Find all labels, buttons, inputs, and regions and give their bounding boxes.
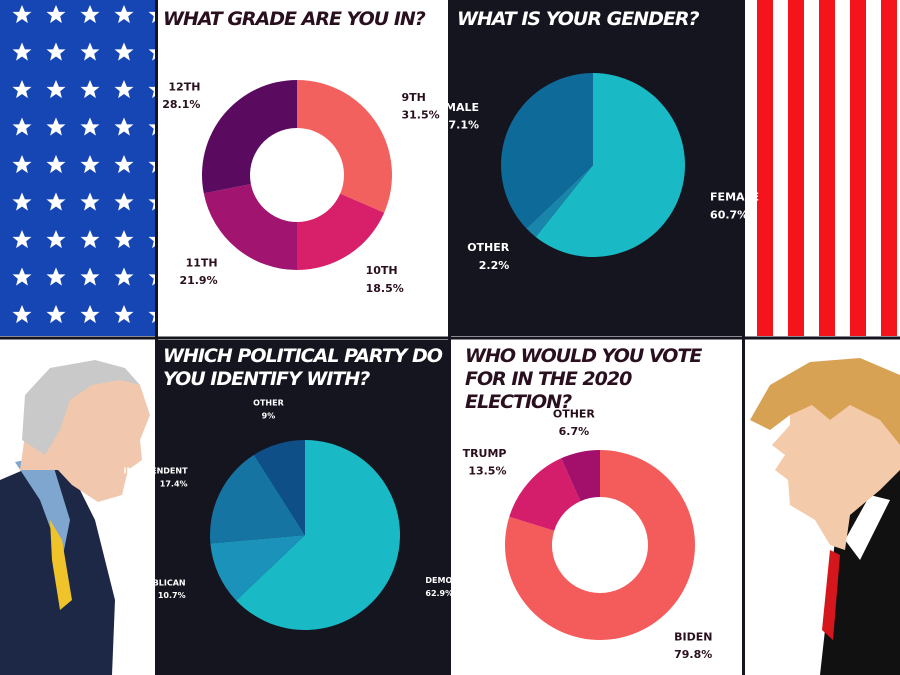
value-label: 13.5% bbox=[468, 464, 506, 477]
figure-left bbox=[0, 360, 150, 675]
slice bbox=[254, 440, 305, 535]
slice-label: INDEPENDENT bbox=[123, 466, 188, 475]
slice bbox=[297, 193, 385, 270]
slice-label: OTHER bbox=[553, 408, 596, 421]
chart-title: Which political party do you identify wi… bbox=[163, 345, 443, 390]
chart-title: What grade are you in? bbox=[163, 8, 426, 30]
slice bbox=[210, 535, 305, 601]
slice bbox=[535, 73, 686, 257]
slice-label: FEMALE bbox=[710, 191, 759, 204]
slice bbox=[501, 73, 593, 229]
slice-label: BIDEN bbox=[674, 630, 712, 643]
slice-label: DEMOCRAT bbox=[425, 576, 475, 585]
slice-label: 11TH bbox=[186, 256, 218, 269]
slice-label: OTHER bbox=[253, 399, 284, 408]
value-label: 60.7% bbox=[710, 208, 748, 221]
value-label: 37.1% bbox=[441, 118, 479, 131]
value-label: 9% bbox=[262, 412, 276, 421]
slice-label: 10TH bbox=[366, 264, 398, 277]
value-label: 79.8% bbox=[674, 648, 712, 661]
value-label: 18.5% bbox=[366, 282, 404, 295]
flag-stripes bbox=[745, 0, 900, 336]
slice bbox=[201, 80, 297, 194]
slice-label: 9TH bbox=[401, 91, 425, 104]
slice bbox=[561, 450, 600, 502]
slice bbox=[526, 165, 593, 237]
figure-right bbox=[750, 358, 900, 675]
value-label: 6.7% bbox=[559, 425, 590, 438]
slice-label: OTHER bbox=[467, 241, 510, 254]
chart-title: What is your gender? bbox=[457, 8, 699, 30]
value-label: 21.9% bbox=[179, 274, 217, 287]
slice-label: TRUMP bbox=[463, 447, 507, 460]
value-label: 2.2% bbox=[479, 259, 510, 272]
slice-label: MALE bbox=[445, 101, 479, 114]
stars bbox=[0, 0, 155, 336]
slice-label: REPUBLICAN bbox=[129, 578, 186, 587]
value-label: 10.7% bbox=[158, 591, 186, 600]
slice bbox=[297, 80, 392, 213]
value-label: 31.5% bbox=[401, 109, 439, 122]
value-label: 62.9% bbox=[425, 589, 453, 598]
slice bbox=[203, 184, 297, 270]
slice bbox=[509, 458, 581, 531]
slice bbox=[236, 440, 400, 631]
value-label: 28.1% bbox=[162, 98, 200, 111]
slice-label: 12TH bbox=[168, 80, 200, 93]
slice bbox=[504, 450, 695, 641]
slice bbox=[210, 454, 305, 544]
value-label: 17.4% bbox=[160, 479, 188, 488]
chart-title: Who would you vote for in the 2020 elect… bbox=[465, 345, 702, 413]
